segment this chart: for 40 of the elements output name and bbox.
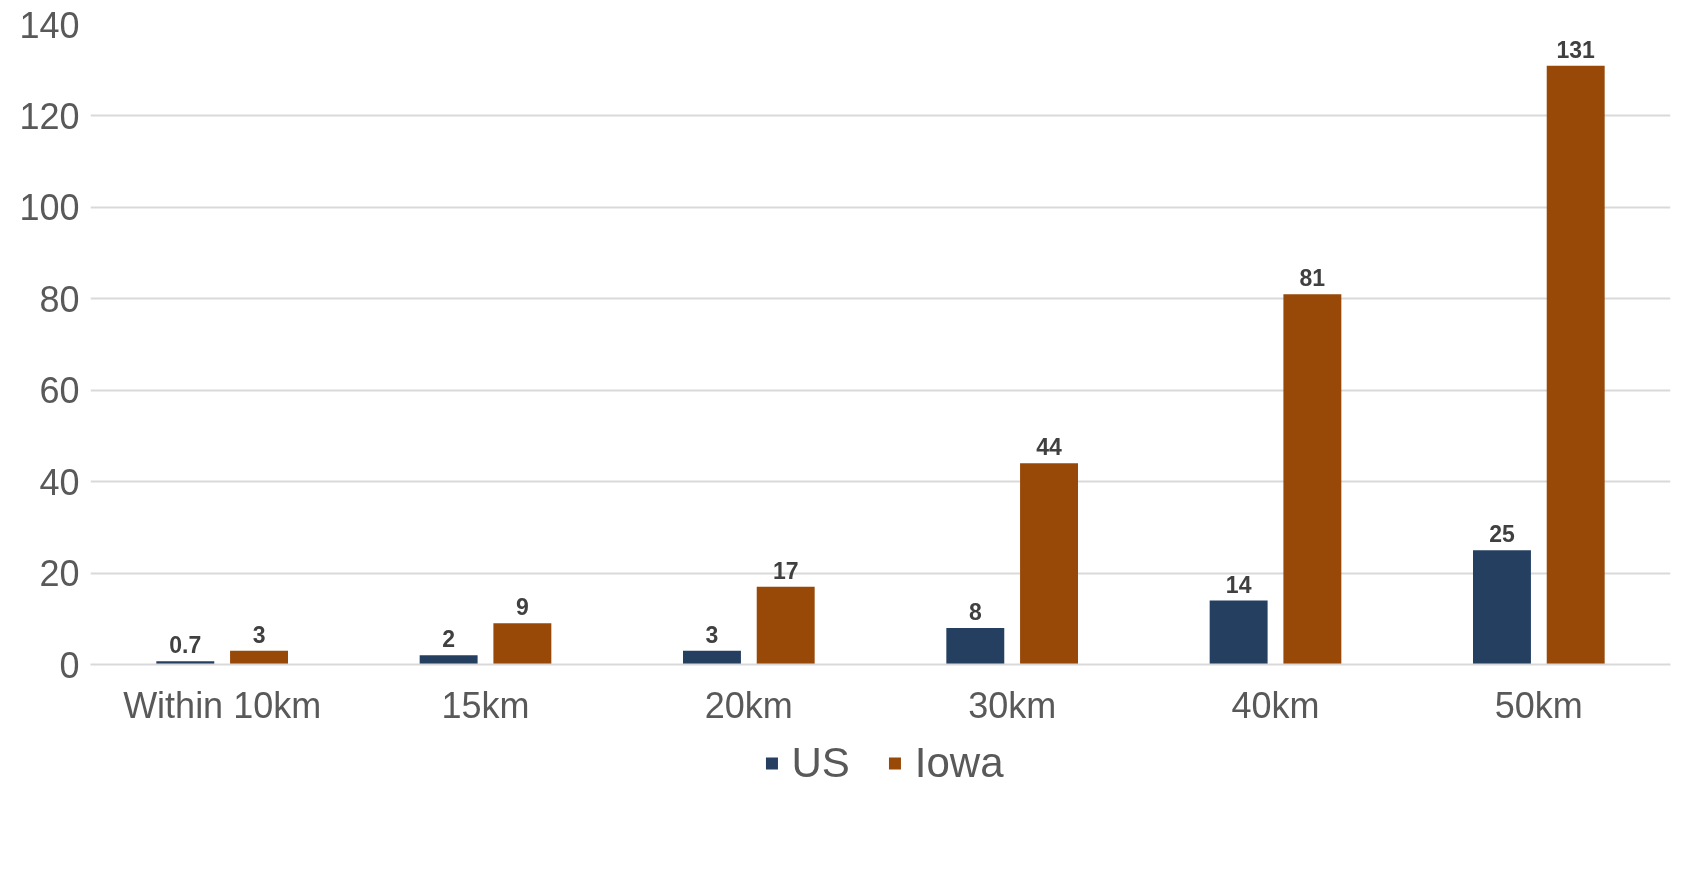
bar [756,586,815,665]
data-label: 0.7 [169,632,202,659]
bar [1283,294,1342,665]
data-label: 8 [968,598,982,625]
y-tick-label: 40 [39,461,80,503]
data-label: 81 [1299,265,1326,292]
bar [1546,65,1605,665]
x-tick-label: 20km [704,684,793,726]
bar [230,650,288,665]
bar [1209,600,1268,665]
x-tick-label: 30km [968,684,1057,726]
bar [683,650,741,665]
bar [946,627,1005,665]
bar [493,623,552,665]
data-label: 3 [252,621,266,648]
x-tick-label: Within 10km [123,684,322,726]
y-tick-label: 140 [19,4,80,46]
y-tick-label: 20 [39,553,80,595]
data-label: 14 [1225,571,1252,598]
x-tick-label: 50km [1494,684,1583,726]
bar [1020,463,1078,665]
bar [156,661,215,665]
data-label: 3 [705,621,719,648]
y-tick-label: 120 [19,95,80,137]
legend-label: US [791,739,850,787]
y-tick-label: 0 [59,644,80,686]
legend-label: Iowa [914,739,1004,787]
y-tick-label: 100 [19,187,80,229]
data-label: 131 [1556,36,1596,63]
y-tick-label: 80 [39,278,80,320]
bar [1473,550,1531,665]
data-label: 25 [1489,521,1515,548]
y-tick-label: 60 [39,370,80,412]
data-label: 17 [772,557,799,584]
data-label: 9 [515,594,529,621]
bar [419,655,478,665]
data-label: 2 [442,626,456,653]
data-label: 44 [1036,434,1063,461]
x-tick-label: 40km [1231,684,1320,726]
x-tick-label: 15km [441,684,530,726]
